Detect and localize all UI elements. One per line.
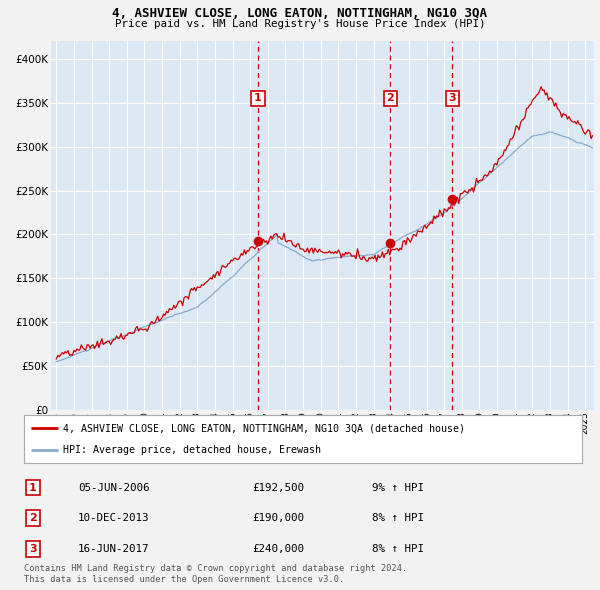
Text: 9% ↑ HPI: 9% ↑ HPI: [372, 483, 424, 493]
Text: Contains HM Land Registry data © Crown copyright and database right 2024.
This d: Contains HM Land Registry data © Crown c…: [24, 564, 407, 584]
Text: £192,500: £192,500: [252, 483, 304, 493]
Text: £240,000: £240,000: [252, 544, 304, 554]
Text: 10-DEC-2013: 10-DEC-2013: [78, 513, 149, 523]
Text: 8% ↑ HPI: 8% ↑ HPI: [372, 513, 424, 523]
Text: 4, ASHVIEW CLOSE, LONG EATON, NOTTINGHAM, NG10 3QA (detached house): 4, ASHVIEW CLOSE, LONG EATON, NOTTINGHAM…: [63, 423, 465, 433]
Text: 8% ↑ HPI: 8% ↑ HPI: [372, 544, 424, 554]
Text: 1: 1: [29, 483, 37, 493]
Text: £190,000: £190,000: [252, 513, 304, 523]
Text: 2: 2: [386, 93, 394, 103]
Text: Price paid vs. HM Land Registry's House Price Index (HPI): Price paid vs. HM Land Registry's House …: [115, 19, 485, 29]
Text: HPI: Average price, detached house, Erewash: HPI: Average price, detached house, Erew…: [63, 445, 321, 455]
Text: 3: 3: [29, 544, 37, 554]
Text: 05-JUN-2006: 05-JUN-2006: [78, 483, 149, 493]
Text: 2: 2: [29, 513, 37, 523]
Text: 3: 3: [448, 93, 456, 103]
Text: 4, ASHVIEW CLOSE, LONG EATON, NOTTINGHAM, NG10 3QA: 4, ASHVIEW CLOSE, LONG EATON, NOTTINGHAM…: [113, 7, 487, 20]
Text: 1: 1: [254, 93, 262, 103]
Text: 16-JUN-2017: 16-JUN-2017: [78, 544, 149, 554]
